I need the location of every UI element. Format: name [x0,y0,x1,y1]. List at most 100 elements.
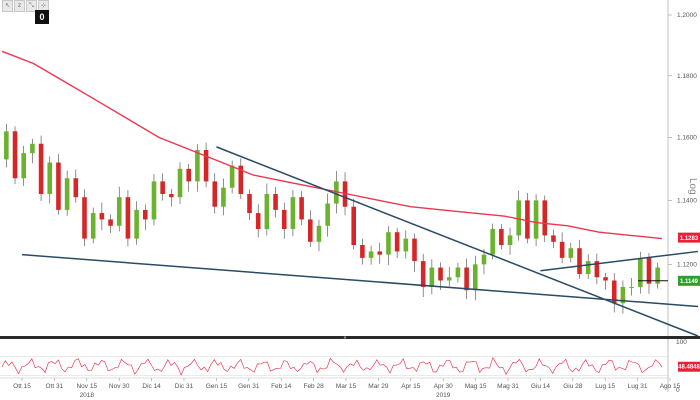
candle-body [195,150,200,182]
candle-body [472,264,478,291]
candle-body [38,143,44,195]
x-tick-label: Mag 31 [497,383,519,390]
osc-value-bg [678,361,700,372]
candle-body [611,280,617,304]
candle-body [316,225,322,242]
candle-body [56,162,61,210]
x-tick-label: Apr 30 [434,383,454,390]
candle-body [585,261,591,275]
candle-body [125,197,131,239]
candle-body [646,257,652,284]
candle-body [247,194,252,214]
zoom-tool-icon[interactable]: z [14,0,25,12]
candle-body [64,178,70,210]
trendline [21,253,699,308]
candle-body [629,286,634,288]
x-tick-label: Nov 15 [76,383,97,390]
chart-toolbar: ↖ z ⤡ ⊹ [2,0,49,12]
candle-body [655,267,660,284]
candle-body [603,277,608,281]
candle-body [290,197,296,230]
x-year-label: 2018 [80,392,95,399]
candle-body [577,248,582,275]
candle-body [464,267,469,291]
candle-body [99,213,105,220]
current-price-label: 1.1149 [680,279,699,285]
candle-body [186,168,192,182]
candle-body [594,261,600,278]
candle-body [12,131,18,179]
x-tick-label: Mar 15 [336,383,357,390]
candle-body [238,165,244,195]
x-tick-label: Giu 28 [563,383,583,390]
y-tick-label: 1.2000 [677,12,697,19]
candle-body [533,200,539,239]
x-tick-label: Dic 14 [142,383,161,390]
candle-body [255,213,261,230]
x-tick-label: Ott 15 [13,383,31,390]
candle-body [499,229,504,246]
x-tick-label: Feb 14 [271,383,292,390]
candle-body [490,229,495,255]
candle-body [325,203,330,226]
x-tick-label: Ago 15 [660,383,681,390]
x-tick-label: Gen 31 [238,383,260,390]
candle-body [568,248,574,258]
x-tick-label: Gen 15 [206,383,228,390]
candle-body [299,197,304,220]
splitter-handle [343,336,347,339]
candle-body [446,277,452,281]
x-year-label: 2019 [436,392,451,399]
candle-body [160,181,165,195]
candle-body [307,219,313,242]
candle-body [203,150,209,182]
candle-body [4,131,9,160]
x-tick-label: Mar 29 [368,383,389,390]
candle-body [377,251,383,255]
y-tick-label: 1.1200 [677,261,697,268]
y-tick-label: 1.1800 [677,73,697,80]
candle-body [351,206,357,246]
candle-body [281,209,287,230]
panel-separator-axis [668,336,700,339]
candle-body [525,200,530,239]
candle-body [360,245,365,258]
candle-body [142,209,148,220]
candle-body [73,178,79,198]
osc-upper-label: 100 [676,339,687,346]
candle-body [542,200,548,236]
candle-body [21,153,27,179]
x-tick-label: Giu 14 [531,383,551,390]
candle-body [386,232,391,255]
candle-body [221,187,226,207]
y-tick-label: 1.1600 [677,135,697,142]
osc-lower-label: 0 [676,387,680,394]
zoom-out-icon[interactable]: ⤡ [26,0,37,12]
trendline [216,146,699,337]
sma-value-label: 1.1283 [680,236,699,242]
candle-body [429,267,435,287]
osc-value-label: 48.4848 [678,365,700,371]
log-scale-label: Log [687,178,698,195]
candle-body [551,235,556,242]
zero-badge[interactable]: 0 [35,10,49,24]
candle-body [273,194,278,210]
candle-body [394,232,400,252]
draw-pointer-icon[interactable]: ↖ [2,0,13,12]
candle-body [108,219,113,226]
candle-body [420,261,426,287]
candle-body [438,267,443,281]
candlestick-series [4,123,660,314]
sma-value-label-bg [678,232,700,243]
candle-body [169,194,174,198]
candle-body [507,235,513,246]
moving-average-line [1,50,663,240]
candle-body [82,197,87,239]
trendline [540,250,699,272]
x-tick-label: Feb 28 [303,383,324,390]
candle-body [264,194,270,230]
candle-body [229,165,235,188]
candle-body [481,254,487,265]
